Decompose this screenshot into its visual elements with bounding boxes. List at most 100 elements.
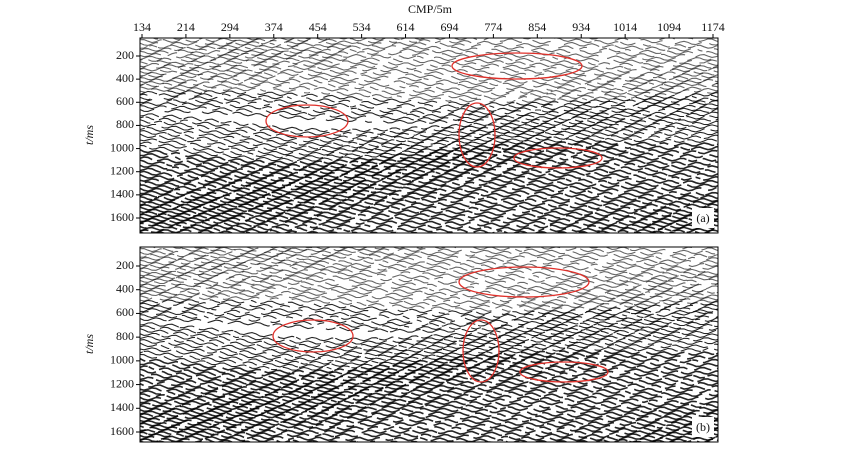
reflector — [140, 90, 718, 107]
reflector — [136, 446, 720, 450]
y-axis-label: t/ms — [82, 125, 96, 145]
reflector — [140, 202, 718, 215]
reflector — [140, 38, 718, 52]
reflector — [140, 128, 718, 153]
reflector — [140, 247, 718, 261]
y-tick-label: 1400 — [110, 187, 134, 201]
y-tick-label: 200 — [116, 258, 134, 272]
reflector — [140, 42, 718, 59]
reflector — [140, 168, 718, 190]
reflector — [140, 66, 718, 83]
reflector — [136, 444, 720, 450]
reflector — [140, 340, 718, 365]
reflector — [140, 286, 718, 303]
reflector — [140, 57, 718, 73]
reflector — [140, 118, 718, 143]
highlight-ellipse — [272, 319, 354, 353]
reflector — [140, 435, 718, 442]
panel-frame — [139, 246, 719, 443]
reflector — [140, 254, 718, 270]
x-tick-label: 614 — [397, 20, 415, 34]
reflector — [140, 205, 718, 218]
reflector — [140, 106, 718, 124]
reflector — [140, 305, 718, 322]
y-tick-label: 1000 — [110, 353, 134, 367]
highlight-ellipse — [519, 361, 609, 383]
reflector — [140, 96, 718, 113]
reflector — [140, 131, 718, 156]
label-box — [692, 208, 714, 228]
reflector — [140, 271, 718, 288]
reflector — [140, 134, 718, 159]
reflector — [140, 198, 718, 212]
reflector — [140, 333, 718, 359]
reflector — [140, 45, 718, 61]
reflector — [140, 256, 718, 273]
x-tick-label: 1094 — [657, 20, 681, 34]
x-tick-label: 134 — [133, 20, 151, 34]
panel-label: (b) — [696, 420, 710, 434]
reflector — [140, 60, 718, 76]
x-tick-label: 374 — [265, 20, 283, 34]
reflector — [140, 368, 718, 391]
highlight-ellipse — [458, 102, 496, 168]
reflector — [140, 428, 718, 439]
reflector — [140, 315, 718, 333]
reflector — [140, 146, 718, 171]
reflector — [140, 320, 718, 345]
y-tick-label: 1600 — [110, 210, 134, 224]
highlight-ellipse — [458, 266, 590, 298]
reflector — [136, 235, 720, 247]
reflector — [140, 68, 718, 85]
reflector — [140, 407, 718, 421]
reflector — [140, 188, 718, 204]
reflector — [140, 219, 718, 230]
reflector — [140, 53, 718, 70]
highlight-ellipse — [265, 104, 349, 138]
reflector — [140, 212, 718, 224]
highlight-ellipse — [513, 147, 603, 169]
reflector — [140, 181, 718, 199]
reflector — [140, 380, 718, 401]
reflector — [140, 390, 718, 408]
reflector — [140, 432, 718, 442]
panel-frame — [139, 37, 719, 234]
y-tick-label: 1200 — [110, 163, 134, 177]
reflector — [136, 237, 720, 250]
reflector — [140, 216, 718, 227]
reflector — [140, 299, 718, 316]
reflector — [140, 418, 718, 430]
reflector — [140, 355, 718, 380]
seismic-section — [136, 247, 720, 450]
reflector — [140, 38, 718, 44]
reflector — [140, 231, 713, 233]
reflector — [140, 103, 718, 122]
reflector — [140, 346, 718, 371]
reflector — [140, 247, 718, 258]
reflector — [140, 269, 718, 285]
reflector — [140, 349, 718, 375]
y-tick-label: 1000 — [110, 140, 134, 154]
reflector — [140, 284, 718, 300]
reflector — [140, 83, 718, 100]
reflector — [140, 323, 718, 349]
highlight-ellipse — [451, 52, 583, 80]
reflector — [140, 140, 718, 166]
x-tick-label: 1014 — [613, 20, 637, 34]
reflector — [140, 171, 718, 192]
reflector — [140, 275, 718, 292]
y-tick-label: 600 — [116, 94, 134, 108]
reflector — [140, 377, 718, 399]
panel-label: (a) — [696, 211, 709, 225]
x-tick-label: 214 — [177, 20, 195, 34]
seismic-section — [136, 38, 720, 250]
reflector — [140, 108, 718, 133]
reflector — [140, 425, 718, 436]
reflector — [140, 292, 718, 309]
x-tick-label: 534 — [353, 20, 371, 34]
reflector — [140, 152, 718, 177]
reflector — [140, 352, 718, 378]
reflector — [140, 421, 718, 433]
reflector — [140, 100, 718, 118]
x-tick-label: 1174 — [701, 20, 725, 34]
